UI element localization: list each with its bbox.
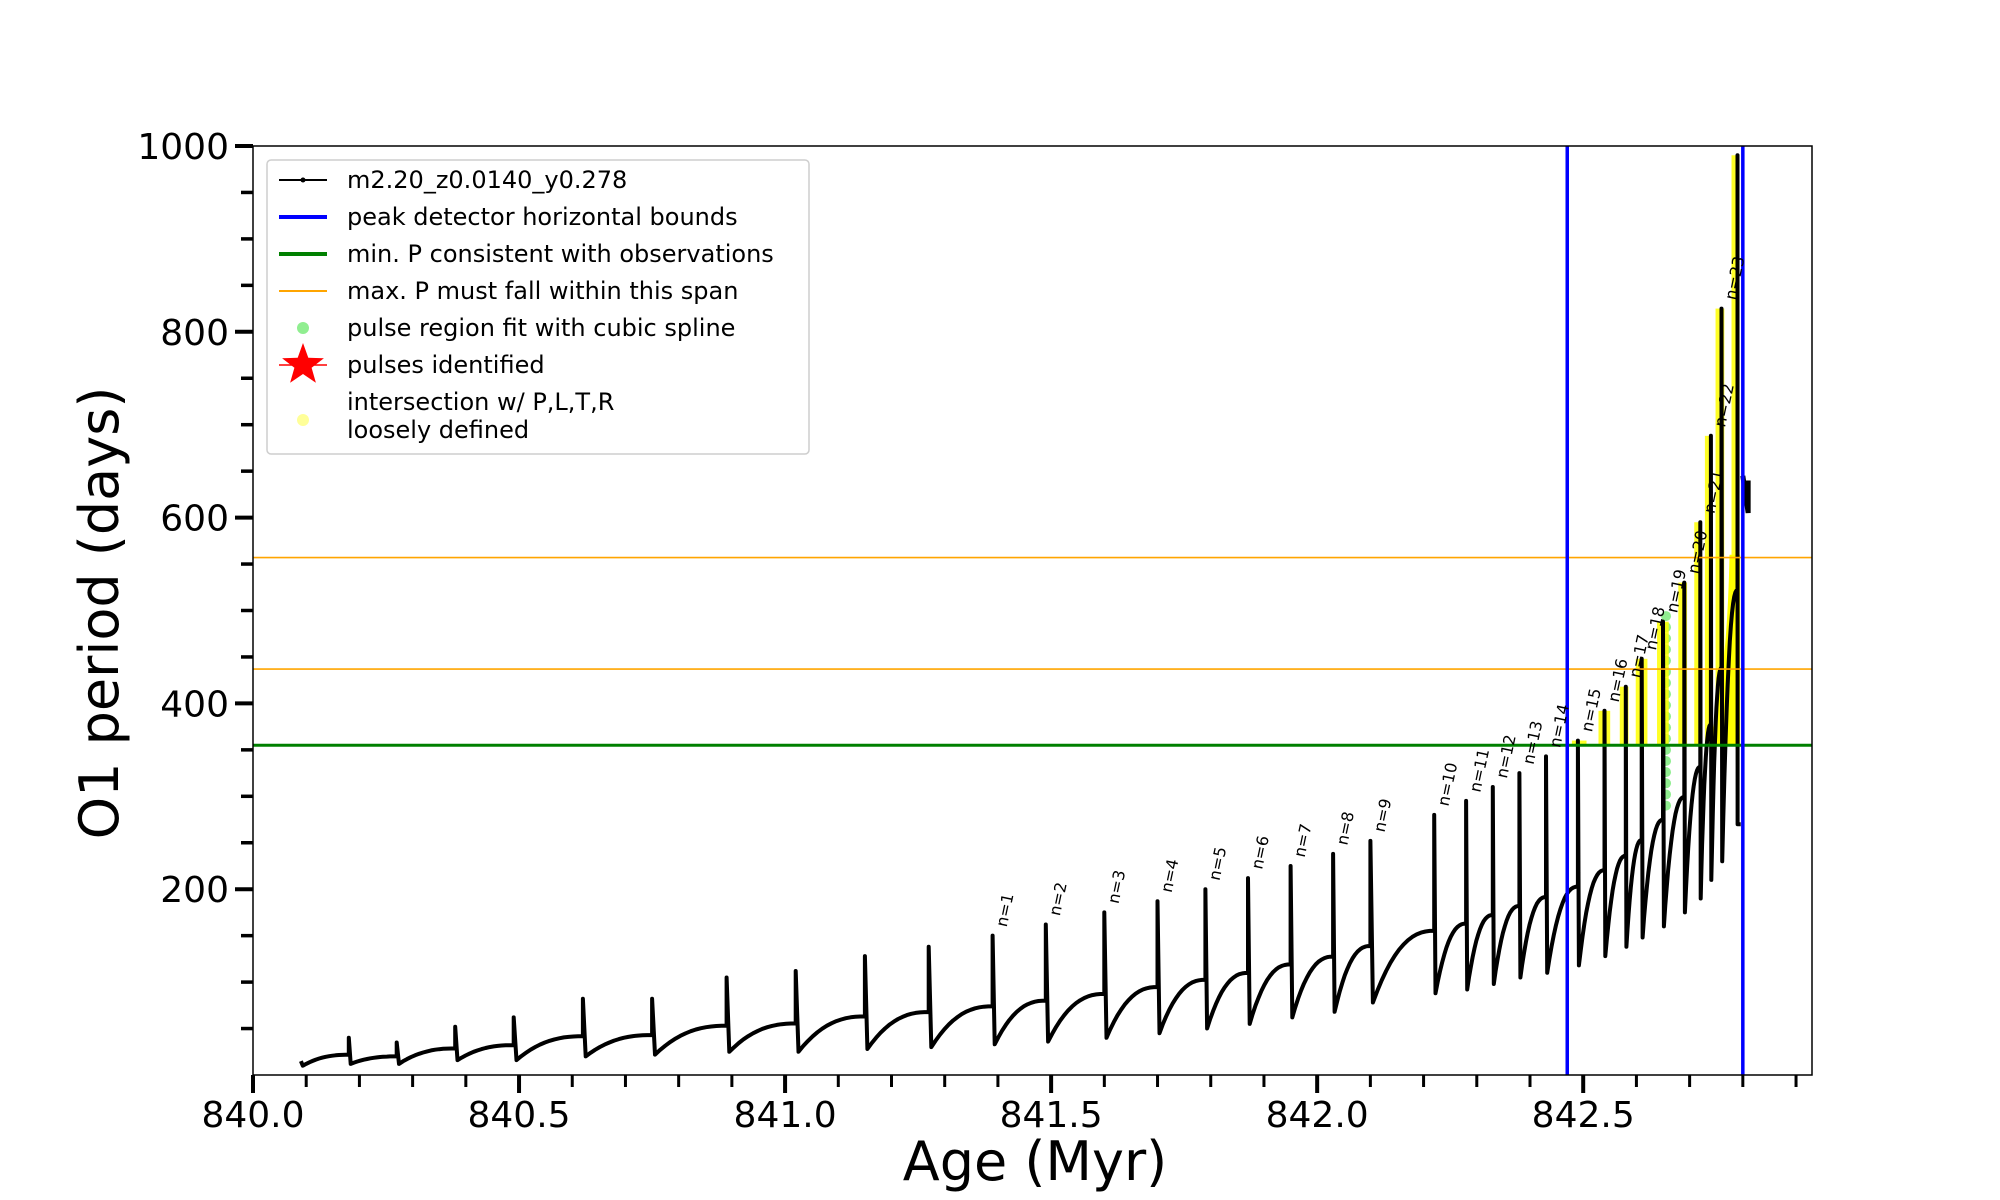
y-tick-label: 800 — [160, 313, 229, 354]
y-tick-label: 1000 — [137, 127, 229, 168]
trace-line — [299, 153, 1743, 1068]
x-tick-label: 840.0 — [201, 1095, 304, 1136]
x-tick-label: 841.0 — [734, 1095, 837, 1136]
y-axis-label: O1 period (days) — [68, 387, 131, 840]
intersection-fill — [1704, 435, 1711, 746]
x-tick-label: 841.5 — [1000, 1095, 1103, 1136]
legend-label: pulse region fit with cubic spline — [347, 314, 735, 342]
legend-box — [266, 159, 810, 455]
period-trace — [299, 153, 1751, 1068]
x-tick-label: 842.0 — [1266, 1095, 1369, 1136]
legend-label: peak detector horizontal bounds — [347, 203, 738, 231]
x-tick-label: 840.5 — [468, 1095, 571, 1136]
x-axis-label: Age (Myr) — [903, 1130, 1168, 1193]
legend-dot — [297, 322, 309, 334]
y-tick-label: 600 — [160, 499, 229, 540]
y-tick-label: 400 — [160, 684, 229, 725]
legend-label: pulses identified — [347, 351, 545, 379]
legend-marker — [300, 177, 306, 183]
x-tick-label: 842.5 — [1532, 1095, 1635, 1136]
y-tick-label: 200 — [160, 870, 229, 911]
legend-label: max. P must fall within this span — [347, 277, 738, 305]
legend-label: loosely defined — [347, 416, 529, 444]
legend-label: intersection w/ P,L,T,R — [347, 388, 614, 416]
legend-star — [282, 343, 324, 383]
x-axis: 840.0 840.5 841.0 841.5 842.0 842.5 — [201, 1075, 1798, 1136]
legend-label: m2.20_z0.0140_y0.278 — [347, 166, 627, 194]
overlay-lines — [253, 146, 1812, 1075]
intersection-fill — [1694, 522, 1701, 746]
legend-dot — [297, 414, 309, 426]
spline-point — [1661, 611, 1672, 622]
trace-tail — [1740, 475, 1751, 514]
legend-label: min. P consistent with observations — [347, 240, 774, 268]
y-axis: 200 400 600 800 1000 — [137, 127, 253, 1031]
